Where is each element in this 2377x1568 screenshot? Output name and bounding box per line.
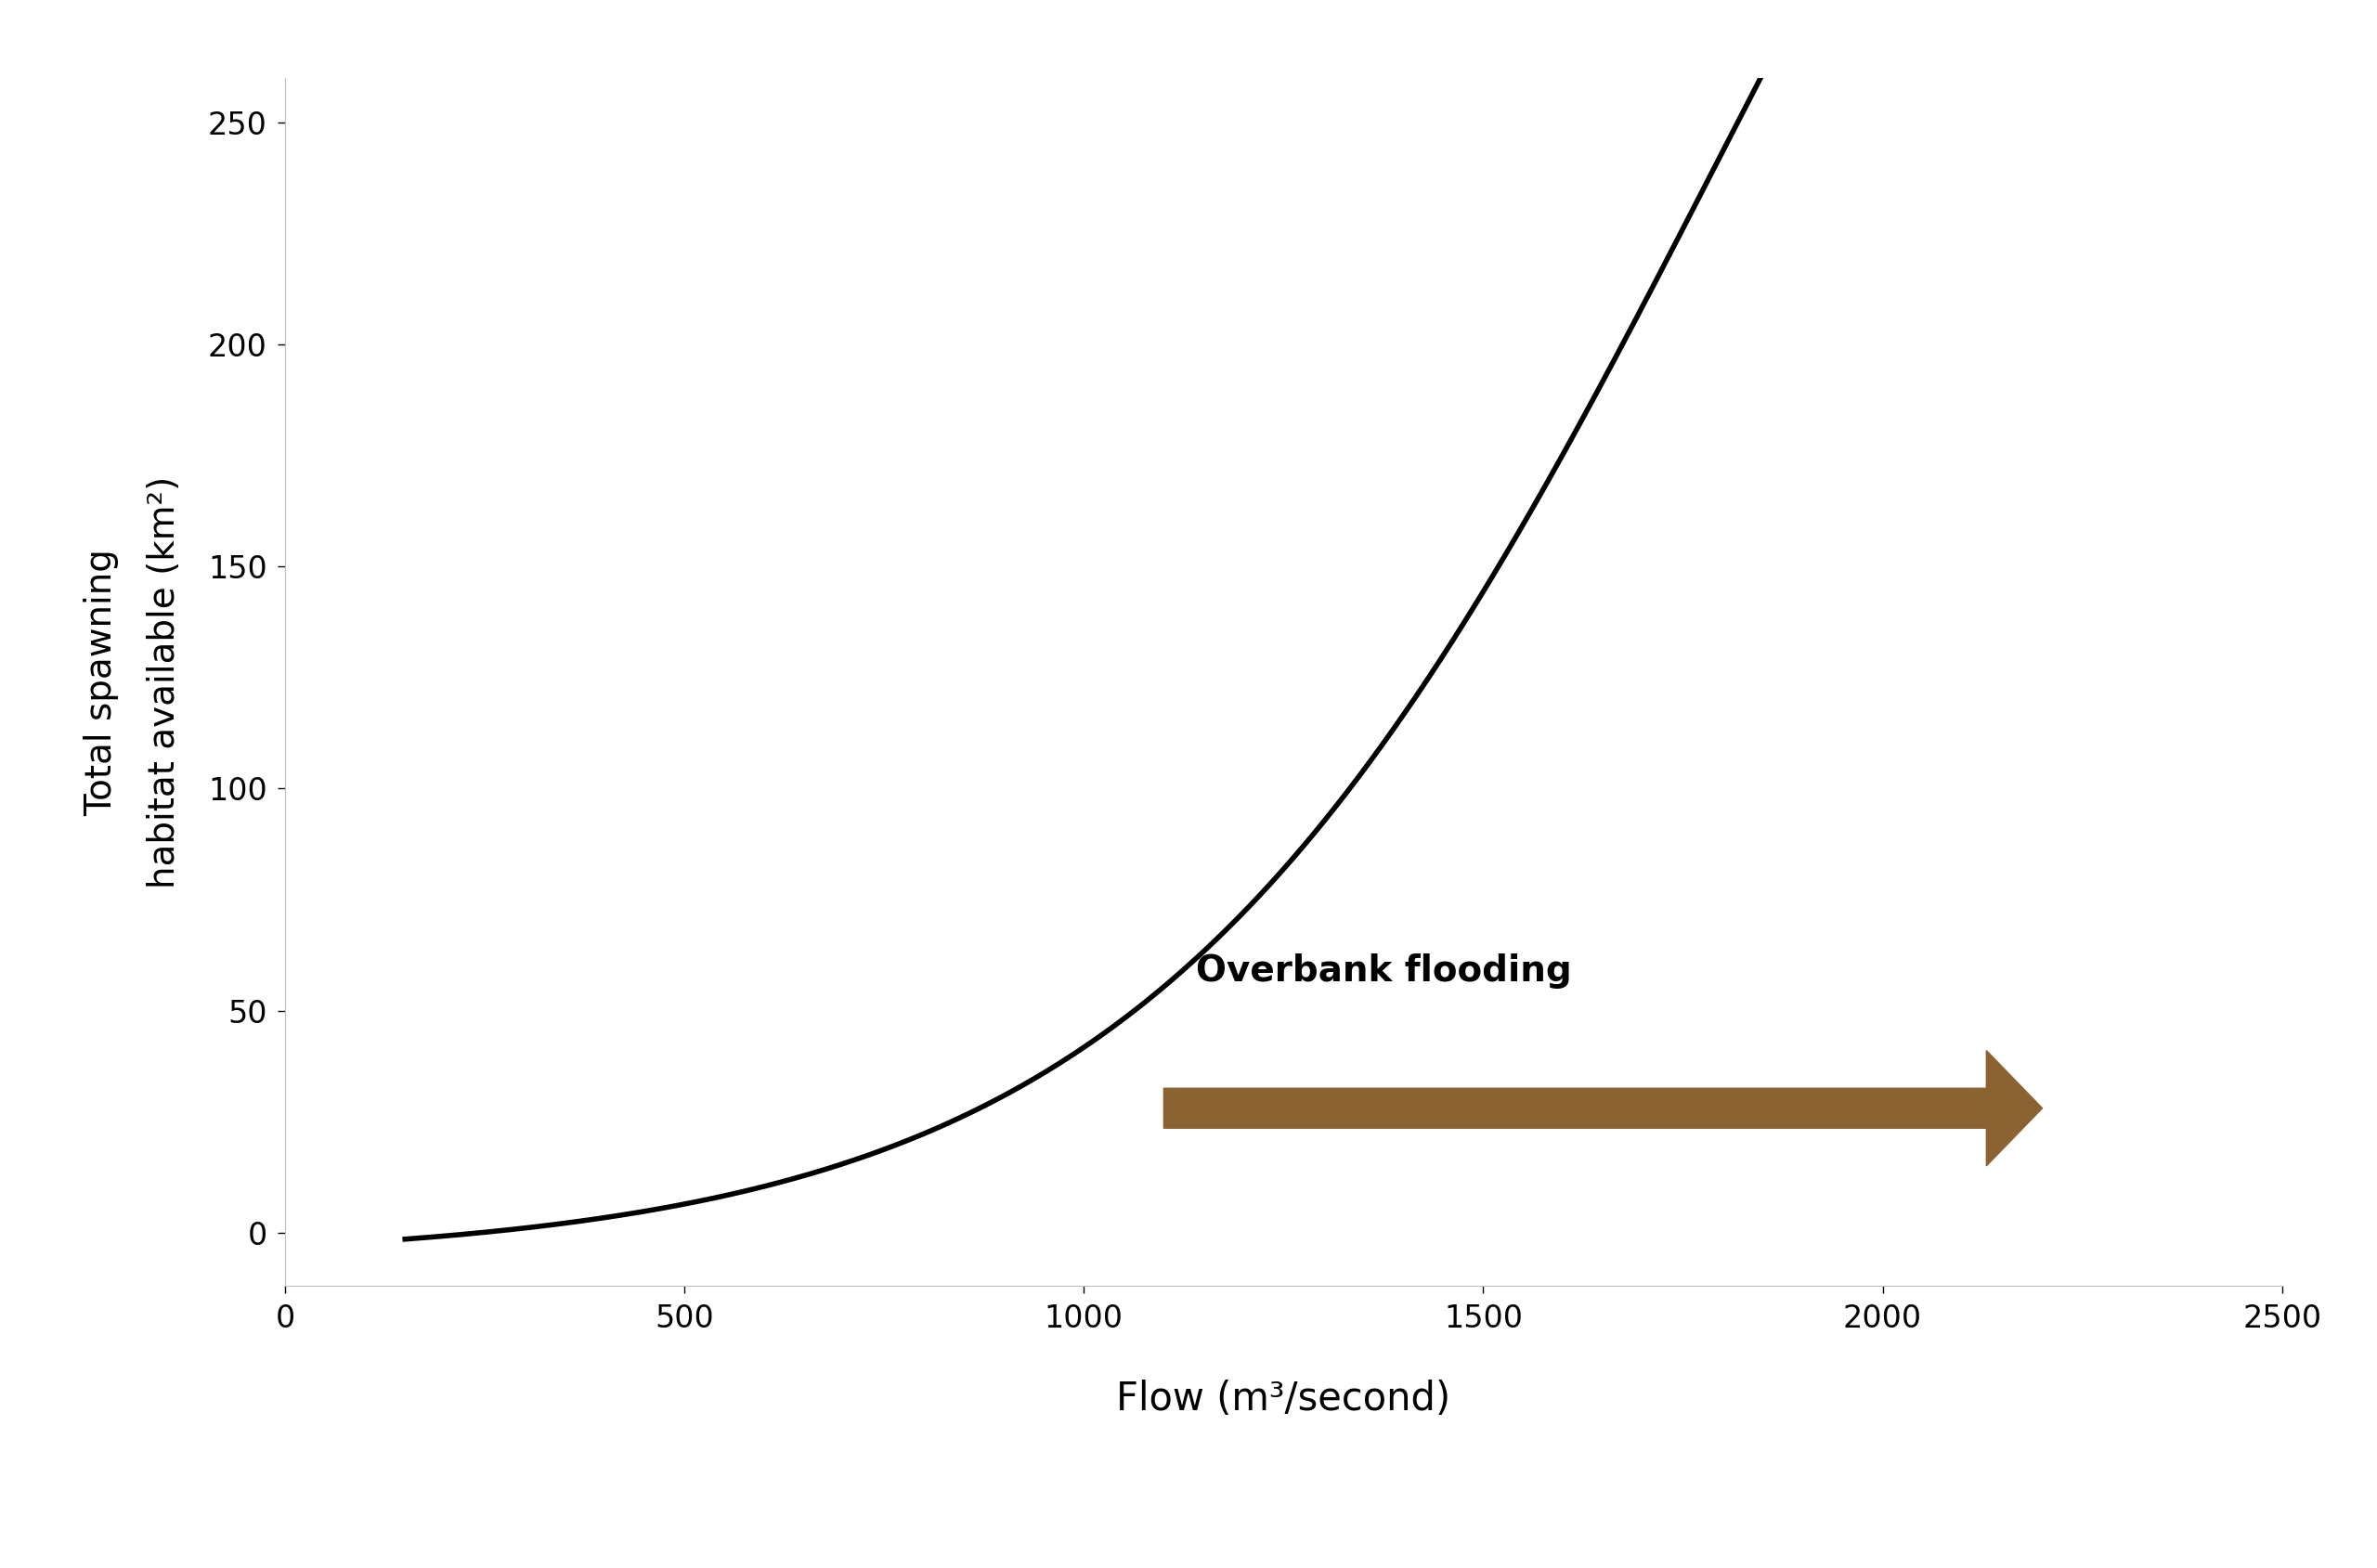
X-axis label: Flow (m³/second): Flow (m³/second)	[1117, 1380, 1450, 1419]
Y-axis label: Total spawning
habitat available (km²): Total spawning habitat available (km²)	[83, 475, 183, 889]
FancyArrow shape	[1165, 1051, 2042, 1167]
Text: Overbank flooding: Overbank flooding	[1196, 953, 1571, 988]
